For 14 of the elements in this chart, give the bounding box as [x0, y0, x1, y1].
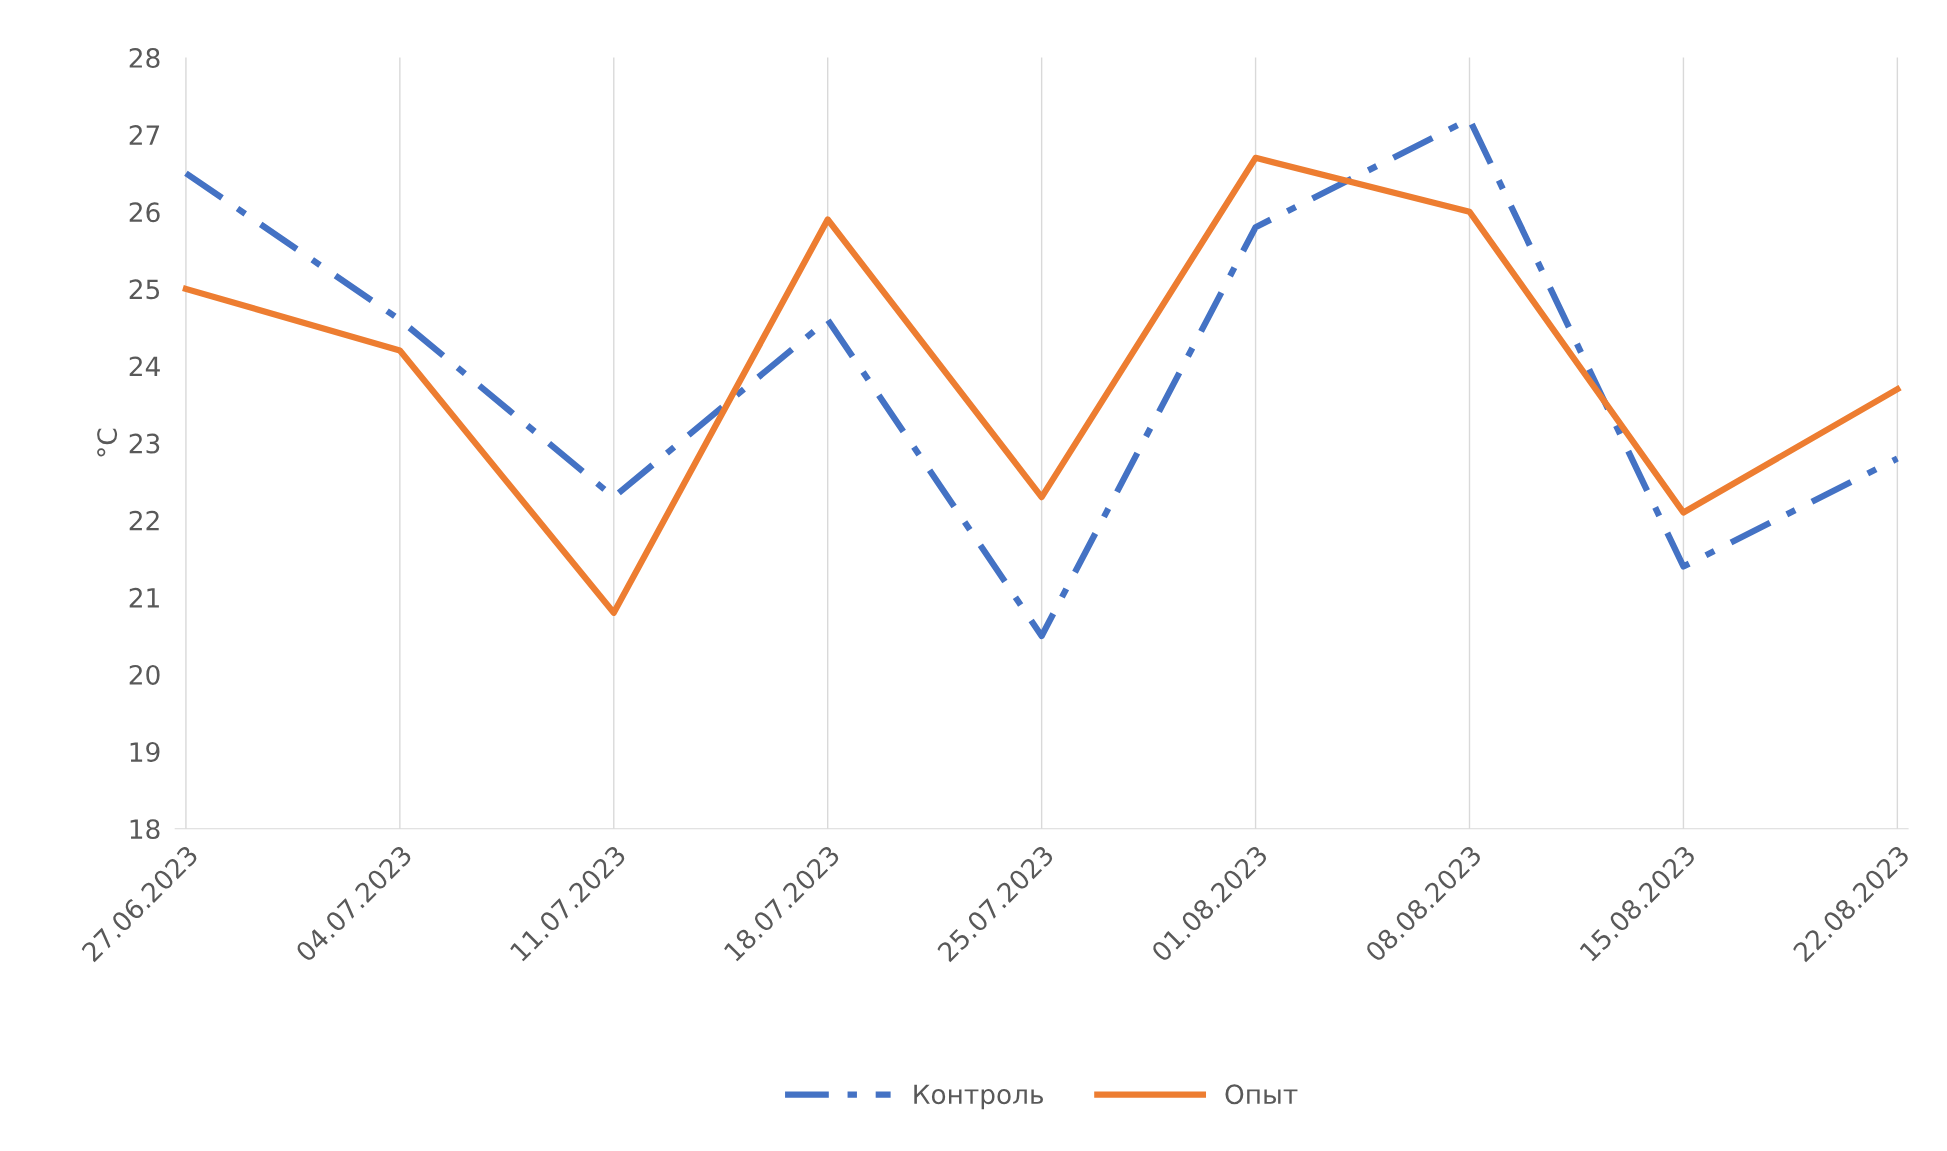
- y-tick-label: 19: [130, 742, 160, 762]
- y-tick-label: 21: [129, 587, 159, 608]
- legend-label: Опыт: [1225, 1084, 1298, 1105]
- y-tick-label: 24: [129, 356, 160, 377]
- y-tick-label: 27: [129, 125, 160, 145]
- y-tick-label: 20: [129, 664, 160, 685]
- y-tick-label: 23: [129, 433, 160, 454]
- y-tick-label: 22: [129, 510, 159, 531]
- y-tick-label: 26: [129, 202, 160, 223]
- legend-label: Контроль: [914, 1084, 1043, 1110]
- y-tick-label: 18: [130, 819, 160, 840]
- y-axis-title: °C: [97, 428, 118, 457]
- y-tick-label: 25: [129, 279, 160, 300]
- y-tick-label: 28: [129, 47, 160, 68]
